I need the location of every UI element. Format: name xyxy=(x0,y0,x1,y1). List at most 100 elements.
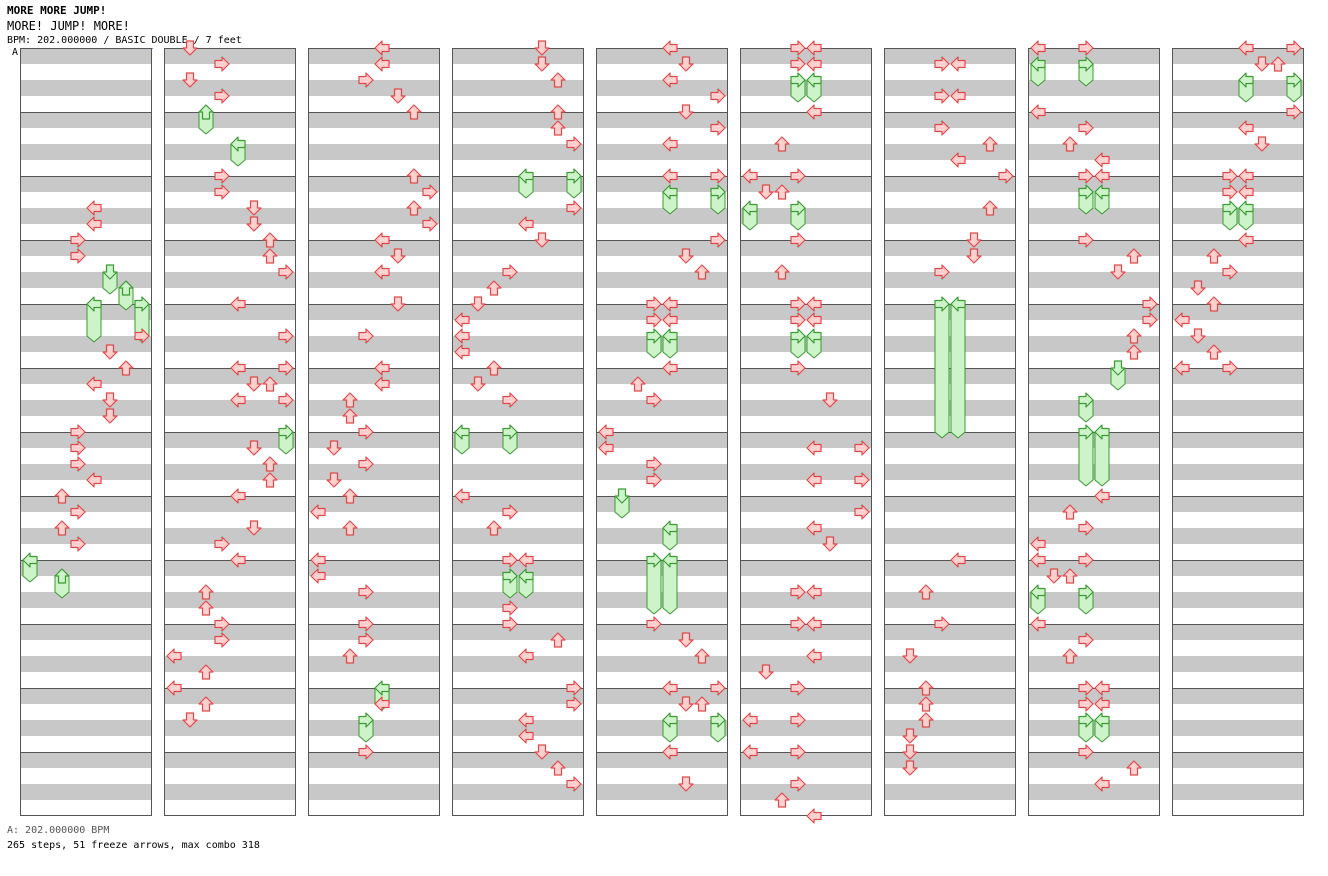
arrow-down-icon xyxy=(822,392,838,408)
beat-stripe xyxy=(884,272,1016,288)
arrow-right-icon xyxy=(214,56,230,72)
arrow-up-icon xyxy=(982,200,998,216)
arrow-left-icon xyxy=(806,648,822,664)
arrow-up-icon xyxy=(918,584,934,600)
beat-stripe xyxy=(308,496,440,512)
arrow-right-icon xyxy=(278,328,294,344)
arrow-right-icon xyxy=(214,632,230,648)
arrow-up-icon xyxy=(774,792,790,808)
arrow-up-icon xyxy=(550,120,566,136)
arrow-up-icon xyxy=(486,360,502,376)
arrow-right-icon xyxy=(790,232,806,248)
beat-stripe xyxy=(452,432,584,448)
arrow-left-icon xyxy=(1030,40,1046,56)
arrow-down-icon xyxy=(326,440,342,456)
beat-stripe xyxy=(20,496,152,512)
beat-stripe xyxy=(164,592,296,608)
arrow-left-icon xyxy=(662,744,678,760)
arrow-up-icon xyxy=(262,472,278,488)
arrow-up-icon xyxy=(774,264,790,280)
arrow-left-icon xyxy=(1030,584,1046,600)
arrow-down-icon xyxy=(470,296,486,312)
arrow-down-icon xyxy=(470,376,486,392)
beat-stripe xyxy=(164,80,296,96)
arrow-right-icon xyxy=(790,72,806,88)
arrow-left-icon xyxy=(454,344,470,360)
arrow-left-icon xyxy=(374,696,390,712)
beat-stripe xyxy=(884,400,1016,416)
beat-stripe xyxy=(1028,80,1160,96)
arrow-up-icon xyxy=(1206,296,1222,312)
arrow-down-icon xyxy=(390,88,406,104)
beat-stripe xyxy=(20,400,152,416)
beat-stripe xyxy=(20,336,152,352)
arrow-up-icon xyxy=(918,712,934,728)
arrow-down-icon xyxy=(102,344,118,360)
arrow-up-icon xyxy=(774,184,790,200)
arrow-right-icon xyxy=(566,168,582,184)
arrow-left-icon xyxy=(950,152,966,168)
arrow-right-icon xyxy=(358,712,374,728)
arrow-up-icon xyxy=(1126,344,1142,360)
arrow-up-icon xyxy=(1062,568,1078,584)
beat-stripe xyxy=(596,464,728,480)
arrow-left-icon xyxy=(806,584,822,600)
arrow-left-icon xyxy=(806,520,822,536)
beat-stripe xyxy=(596,240,728,256)
chart-column xyxy=(1172,48,1304,816)
arrow-right-icon xyxy=(1222,184,1238,200)
arrow-right-icon xyxy=(358,616,374,632)
arrow-left-icon xyxy=(518,712,534,728)
arrow-up-icon xyxy=(1206,248,1222,264)
arrow-up-icon xyxy=(198,104,214,120)
arrow-left-icon xyxy=(1094,680,1110,696)
beat-stripe xyxy=(1172,720,1304,736)
freeze-arrow-right xyxy=(934,303,950,439)
arrow-right-icon xyxy=(646,312,662,328)
beat-stripe xyxy=(884,112,1016,128)
beat-stripe xyxy=(1028,464,1160,480)
beat-stripe xyxy=(884,464,1016,480)
arrow-right-icon xyxy=(70,536,86,552)
arrow-right-icon xyxy=(358,584,374,600)
beat-stripe xyxy=(20,624,152,640)
arrow-right-icon xyxy=(1078,632,1094,648)
beat-stripe xyxy=(1172,624,1304,640)
beat-stripe xyxy=(20,752,152,768)
arrow-left-icon xyxy=(86,296,102,312)
beat-stripe xyxy=(308,336,440,352)
arrow-right-icon xyxy=(1078,424,1094,440)
arrow-right-icon xyxy=(710,120,726,136)
beat-stripe xyxy=(164,688,296,704)
freeze-arrow-right xyxy=(1078,431,1094,487)
beat-stripe xyxy=(308,304,440,320)
beat-stripe xyxy=(596,208,728,224)
arrow-up-icon xyxy=(1062,504,1078,520)
arrow-left-icon xyxy=(950,88,966,104)
arrow-right-icon xyxy=(998,168,1014,184)
arrow-right-icon xyxy=(1078,40,1094,56)
chart-column xyxy=(884,48,1016,816)
beat-stripe xyxy=(452,464,584,480)
arrow-right-icon xyxy=(790,616,806,632)
beat-stripe xyxy=(1172,176,1304,192)
arrow-down-icon xyxy=(966,232,982,248)
beat-stripe xyxy=(596,400,728,416)
arrow-right-icon xyxy=(1078,552,1094,568)
arrow-down-icon xyxy=(182,712,198,728)
beat-stripe xyxy=(740,720,872,736)
arrow-left-icon xyxy=(1030,56,1046,72)
chart-stats: 265 steps, 51 freeze arrows, max combo 3… xyxy=(7,840,260,851)
arrow-down-icon xyxy=(758,184,774,200)
arrow-left-icon xyxy=(454,312,470,328)
beat-stripe xyxy=(596,176,728,192)
beat-stripe xyxy=(308,112,440,128)
arrow-right-icon xyxy=(1078,232,1094,248)
beat-stripe xyxy=(1172,144,1304,160)
beat-stripe xyxy=(884,656,1016,672)
beat-stripe xyxy=(164,528,296,544)
beat-stripe xyxy=(596,624,728,640)
arrow-left-icon xyxy=(950,296,966,312)
arrow-right-icon xyxy=(502,392,518,408)
arrow-down-icon xyxy=(1110,264,1126,280)
